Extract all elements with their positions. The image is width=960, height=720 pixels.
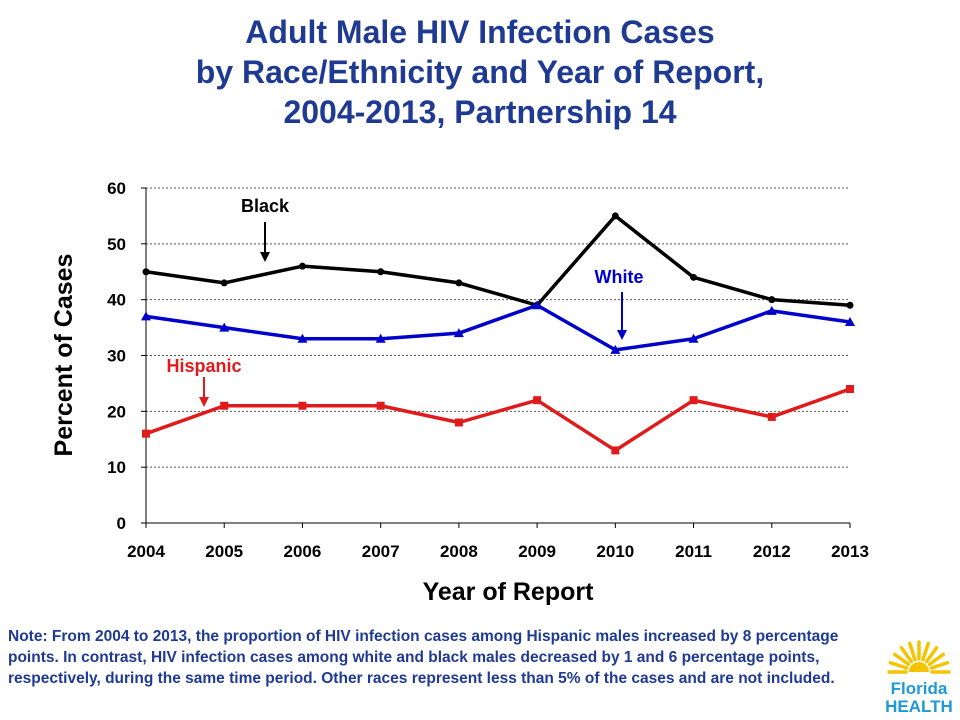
data-point-white [688,333,699,343]
data-point-white [532,300,543,310]
y-axis-label: Percent of Cases [50,254,78,457]
y-tick-label: 0 [117,514,126,533]
annotation-arrow-black [260,222,270,262]
x-tick-label: 2009 [518,542,556,561]
y-tick-label: 20 [107,402,126,421]
data-point-hispanic [142,429,150,438]
y-tick-label: 40 [107,291,126,310]
data-point-black [377,268,385,276]
series-lines [141,212,855,455]
series-line-black [145,214,851,307]
data-point-black [611,212,619,220]
data-point-hispanic [689,396,698,405]
data-point-black [298,262,306,270]
data-point-white [453,328,464,338]
x-tick-label: 2013 [831,542,869,561]
data-point-hispanic [533,396,542,405]
data-point-black [690,273,698,281]
data-point-hispanic [611,446,620,455]
florida-health-logo: Florida HEALTH [884,638,954,716]
sun-icon [887,640,951,674]
data-point-black [220,279,228,287]
y-tick-label: 60 [107,179,126,198]
data-point-white [766,305,777,315]
chart-title: Adult Male HIV Infection Cases by Race/E… [0,12,960,132]
data-point-white [141,311,151,321]
series-line-hispanic [145,387,851,453]
data-point-black [846,301,854,309]
axes: 0 10 20 30 40 50 60 2004 2005 2006 2007 2008 2009 201… [107,179,869,561]
x-tick-label: 2011 [675,542,712,561]
data-point-white [297,333,308,343]
x-axis-label: Year of Report [423,578,595,606]
annotation-label-black: Black [241,196,290,216]
chart-title-line-3: 2004-2013, Partnership 14 [283,94,677,130]
logo-text-florida: Florida [891,679,948,698]
annotations: Black White Hispanic [166,196,644,407]
data-point-hispanic [220,401,229,410]
annotation-arrow-hispanic [199,377,209,407]
data-point-hispanic [376,401,385,410]
data-point-white [845,317,855,326]
x-tick-label: 2007 [362,542,400,561]
annotation-label-hispanic: Hispanic [166,356,241,376]
x-tick-label: 2012 [753,542,791,561]
series-line-white [145,303,851,352]
y-tick-label: 30 [107,347,126,366]
data-point-black [455,279,463,287]
x-tick-label: 2005 [205,542,243,561]
x-tick-label: 2006 [284,542,322,561]
gridlines [146,187,850,468]
data-point-hispanic [846,385,854,393]
x-tick-label: 2010 [596,542,634,561]
chart-title-line-2: by Race/Ethnicity and Year of Report, [195,54,765,90]
annotation-arrow-white [617,292,627,340]
data-point-hispanic [298,401,307,410]
data-point-hispanic [767,412,776,421]
annotation-label-white: White [595,267,644,287]
chart-title-line-1: Adult Male HIV Infection Cases [245,14,715,50]
data-point-black [142,268,150,276]
line-chart: 0 10 20 30 40 50 60 2004 2005 2006 2007 2008 2009 201… [50,179,869,606]
x-tick-label: 2004 [127,542,165,561]
data-point-white [610,344,621,354]
x-tick-label: 2008 [440,542,478,561]
y-tick-label: 50 [107,235,126,254]
logo-text-health: HEALTH [885,697,953,716]
data-point-white [375,333,386,343]
data-point-hispanic [454,418,463,427]
data-point-white [219,322,230,332]
y-tick-label: 10 [107,458,126,477]
data-point-black [768,296,776,304]
footnote: Note: From 2004 to 2013, the proportion … [8,628,839,687]
